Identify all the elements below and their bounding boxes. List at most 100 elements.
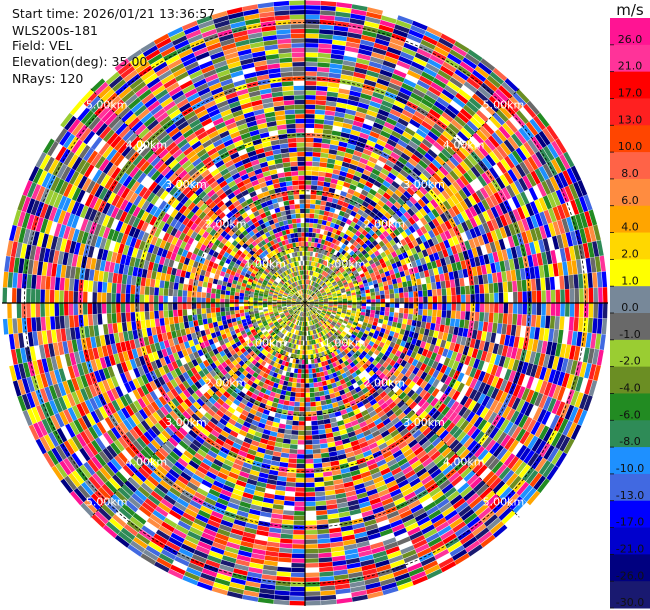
velocity-gate [328,226,334,233]
velocity-gate [601,318,608,335]
velocity-gate [378,258,385,265]
velocity-gate [411,114,424,125]
velocity-gate [301,312,304,317]
velocity-gate [408,401,418,410]
velocity-gate [312,161,320,167]
velocity-gate [378,358,386,366]
velocity-gate [462,268,469,278]
velocity-gate [255,485,266,493]
velocity-gate [86,412,96,426]
velocity-gate [316,85,328,92]
velocity-gate [464,240,472,251]
velocity-gate [473,203,482,215]
velocity-gate [496,483,509,497]
velocity-gate [296,473,305,478]
velocity-gate [298,416,305,421]
velocity-gate [393,126,405,135]
velocity-gate [436,41,452,53]
velocity-gate [305,114,315,119]
velocity-gate [336,291,342,295]
velocity-gate [344,447,354,454]
velocity-gate [350,274,356,280]
velocity-gate [465,386,474,398]
velocity-gate [542,127,555,143]
velocity-gate [486,208,495,221]
velocity-gate [288,322,293,327]
velocity-gate [377,351,385,359]
velocity-gate [366,11,382,20]
velocity-gate [495,228,503,240]
velocity-gate [77,417,88,431]
velocity-gate [305,104,316,110]
velocity-gate [346,290,351,295]
velocity-gate [383,285,389,291]
velocity-gate [397,345,405,353]
velocity-gate [439,502,453,513]
velocity-gate [305,166,313,171]
velocity-gate [449,425,460,436]
velocity-gate [306,326,308,331]
velocity-gate [368,369,375,377]
velocity-gate [400,359,408,368]
velocity-gate [221,383,229,391]
velocity-gate [347,338,353,344]
velocity-gate [519,161,530,175]
velocity-gate [389,258,396,265]
velocity-gate [323,266,328,272]
velocity-gate [367,463,378,471]
velocity-gate [317,293,322,297]
velocity-gate [511,166,522,180]
velocity-gate [198,362,206,370]
velocity-gate [292,306,297,310]
velocity-gate [423,240,430,249]
velocity-gate [467,347,474,357]
velocity-gate [312,439,320,445]
velocity-gate [307,306,311,311]
velocity-gate [332,296,338,299]
velocity-gate [339,516,352,523]
velocity-gate [367,135,378,143]
velocity-gate [322,356,327,362]
velocity-gate [466,473,479,486]
velocity-gate [358,353,365,360]
velocity-gate [323,271,327,277]
velocity-gate [559,316,565,330]
velocity-gate [463,422,474,434]
velocity-gate [433,517,447,528]
velocity-gate [452,167,463,178]
velocity-gate [446,398,456,409]
velocity-gate [305,142,314,147]
velocity-gate [536,340,544,353]
velocity-gate [287,463,297,469]
velocity-gate [260,376,267,383]
velocity-gate [360,559,375,567]
velocity-gate [494,354,502,366]
velocity-gate [382,368,390,376]
velocity-gate [259,333,265,339]
velocity-gate [313,288,318,293]
velocity-gate [364,329,370,335]
velocity-gate [249,469,260,477]
velocity-gate [274,367,280,374]
velocity-gate [378,488,390,497]
velocity-gate [523,158,535,173]
velocity-gate [367,249,374,256]
velocity-gate [326,290,331,294]
velocity-gate [419,173,429,183]
velocity-gate [284,429,292,435]
velocity-gate [350,333,357,339]
velocity-gate [305,222,310,228]
velocity-gate [345,406,353,414]
velocity-gate [527,254,534,268]
velocity-gate [173,501,187,512]
velocity-gate [404,342,411,349]
velocity-gate [438,166,449,177]
velocity-gate [196,487,209,497]
velocity-gate [279,320,284,325]
velocity-gate [317,309,322,313]
velocity-gate [303,307,305,312]
velocity-gate [371,276,377,281]
velocity-gate [312,287,316,292]
velocity-gate [265,483,277,490]
velocity-gate [284,395,291,401]
